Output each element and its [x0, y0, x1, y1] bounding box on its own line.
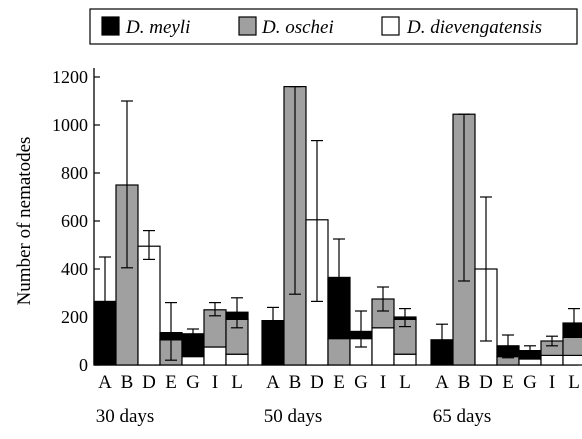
category-label: L — [231, 372, 243, 393]
legend-label: D. dievengatensis — [406, 17, 542, 38]
y-tick-label: 0 — [79, 355, 88, 375]
y-tick-label: 200 — [61, 307, 88, 327]
category-label: A — [266, 372, 280, 393]
category-label: D — [479, 372, 493, 393]
category-label: D — [310, 372, 324, 393]
category-label: E — [333, 372, 345, 393]
bar-segment — [181, 356, 205, 366]
category-label: B — [458, 372, 471, 393]
category-label: I — [549, 372, 555, 393]
bar-segment — [562, 322, 582, 338]
y-tick-label: 400 — [61, 259, 88, 279]
group-label: 65 days — [433, 406, 492, 427]
legend-swatch — [101, 16, 120, 36]
bar-segment — [203, 346, 227, 366]
category-label: A — [435, 372, 449, 393]
bar-segment — [225, 353, 249, 366]
bars — [93, 85, 582, 366]
bar-segment — [371, 327, 395, 366]
legend-box — [89, 8, 578, 45]
group-label: 50 days — [264, 406, 323, 427]
y-tick-label: 1200 — [52, 67, 88, 87]
legend-swatch — [381, 16, 400, 36]
legend-label: D. oschei — [261, 17, 334, 38]
category-label: A — [98, 372, 112, 393]
category-label: I — [380, 372, 386, 393]
legend: D. meyli D. oschei D. dievengatensis — [89, 8, 578, 45]
bar-segment — [137, 245, 161, 366]
category-label: G — [354, 372, 368, 393]
legend-label: D. meyli — [125, 17, 190, 38]
bar-segment — [518, 358, 542, 366]
category-label: B — [289, 372, 302, 393]
bar-segment — [562, 354, 582, 366]
y-tick-label: 1000 — [52, 115, 88, 135]
bar-segment — [393, 353, 417, 366]
category-label: I — [212, 372, 218, 393]
y-axis-label: Number of nematodes — [14, 137, 35, 306]
category-label: E — [165, 372, 177, 393]
category-label: G — [186, 372, 200, 393]
category-label: B — [121, 372, 134, 393]
bar-segment — [562, 336, 582, 356]
group-label: 30 days — [96, 406, 155, 427]
bar-segment — [327, 338, 351, 366]
category-label: G — [523, 372, 537, 393]
y-tick-label: 600 — [61, 211, 88, 231]
y-tick-label: 800 — [61, 163, 88, 183]
bar-segment — [540, 354, 564, 366]
category-label: L — [399, 372, 411, 393]
legend-swatch — [238, 16, 257, 36]
category-label: D — [142, 372, 156, 393]
category-label: L — [568, 372, 580, 393]
category-label: E — [502, 372, 514, 393]
